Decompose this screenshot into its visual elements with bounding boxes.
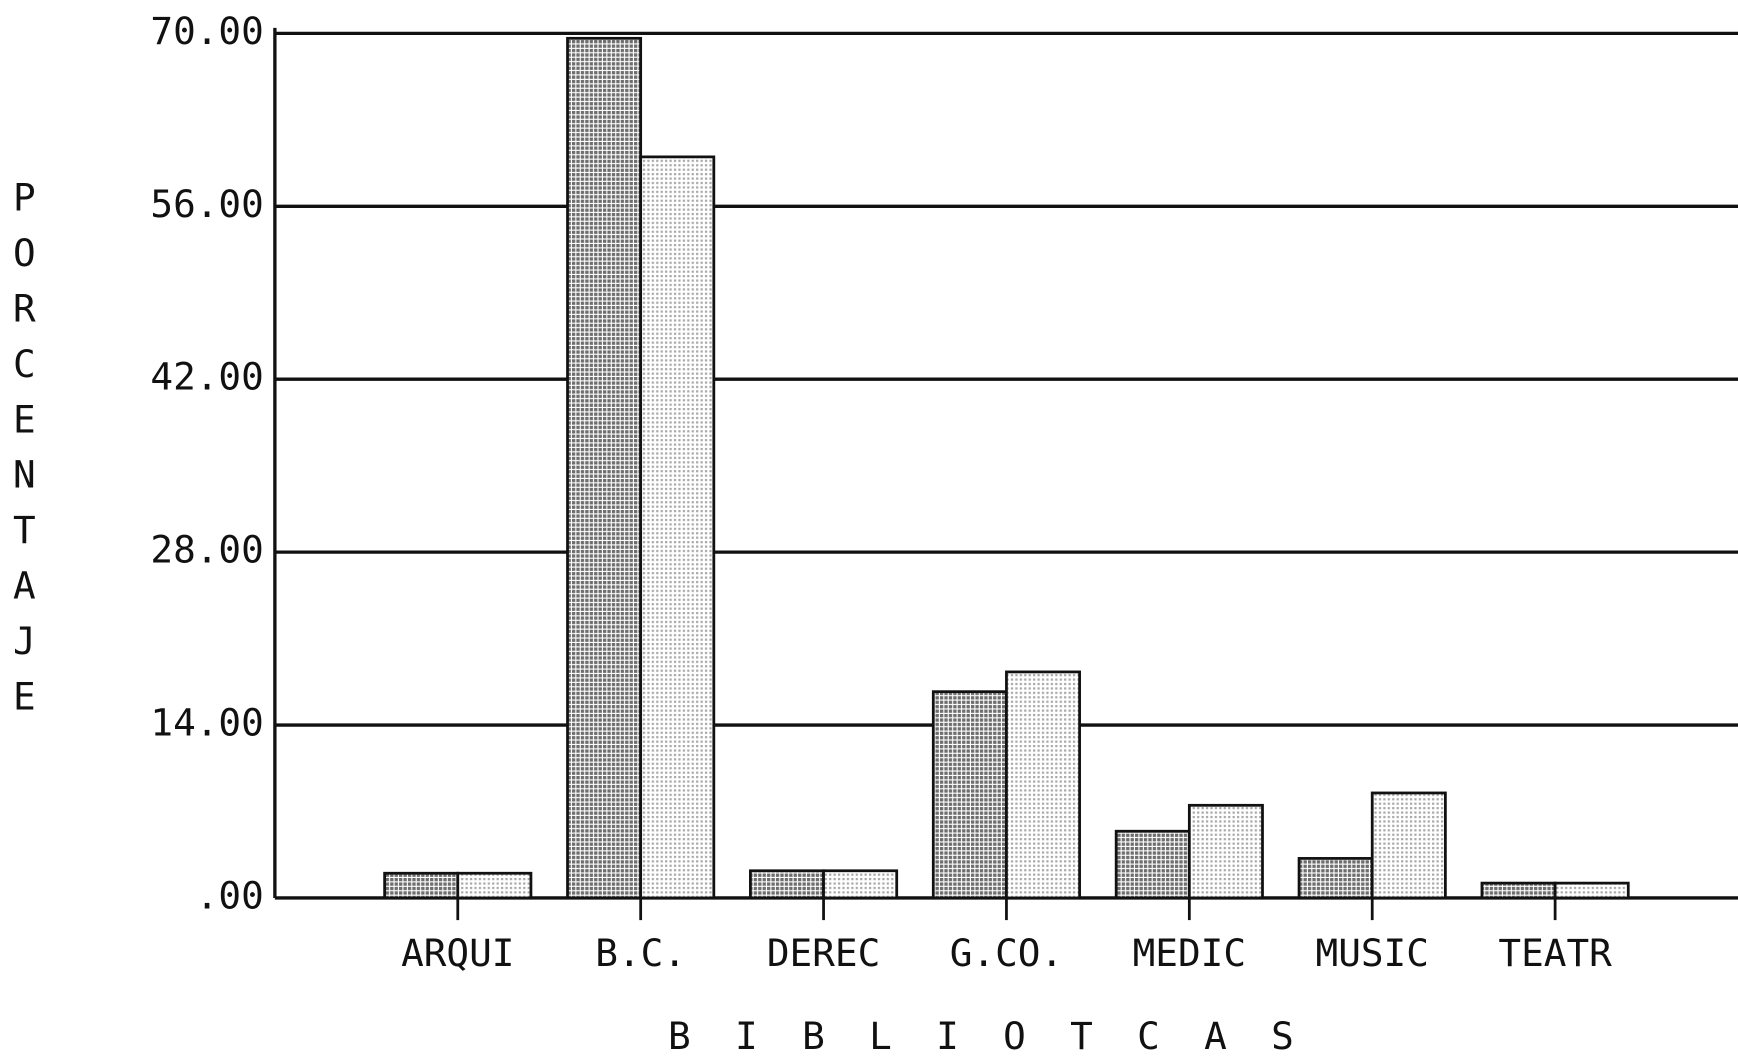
x-tick-label: G.CO. <box>950 931 1063 975</box>
bar <box>1005 670 1081 900</box>
bar <box>566 36 643 900</box>
bar <box>1553 881 1630 900</box>
bar <box>1187 803 1264 900</box>
y-tick-label: 42.00 <box>150 355 263 399</box>
x-tick-label: MUSIC <box>1316 931 1429 975</box>
x-tick-label: TEATR <box>1498 931 1612 975</box>
bar <box>639 155 716 900</box>
bar <box>822 869 899 900</box>
bar <box>749 869 825 900</box>
x-tick-label: MEDIC <box>1133 931 1246 975</box>
x-axis-label: BIBLIOTCAS <box>668 1014 1338 1058</box>
bar <box>456 871 533 900</box>
bar <box>1297 857 1374 900</box>
bar <box>1480 881 1557 900</box>
x-tick-label: ARQUI <box>401 931 514 975</box>
y-tick-label: 70.00 <box>150 9 263 53</box>
y-tick-label: 56.00 <box>150 182 263 226</box>
bar <box>1114 829 1191 900</box>
y-tick-label: .00 <box>196 873 264 917</box>
y-tick-label: 28.00 <box>150 528 263 572</box>
bar <box>931 690 1008 900</box>
x-tick-label: DEREC <box>767 931 880 975</box>
y-tick-label: 14.00 <box>150 701 263 745</box>
x-tick-label: B.C. <box>595 931 686 975</box>
bar <box>1370 791 1447 900</box>
bar <box>383 871 460 900</box>
